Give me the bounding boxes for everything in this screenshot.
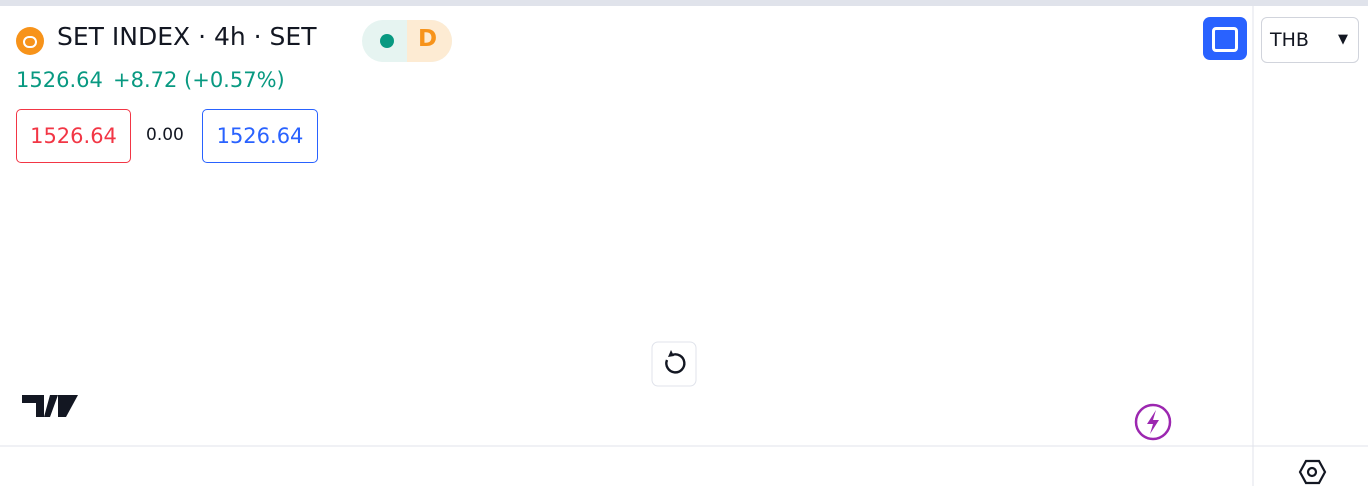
settings-icon[interactable] [1298, 459, 1327, 485]
currency-label: THB [1270, 29, 1309, 51]
reset-button[interactable] [651, 341, 697, 387]
spread: 0.00 [146, 125, 184, 145]
badge-label: D [418, 26, 438, 52]
top-bar [0, 0, 1368, 6]
tv-logo [22, 395, 78, 417]
symbol-logo [16, 27, 44, 55]
snapshot-button[interactable] [1203, 17, 1247, 60]
last-price: 1526.64 [16, 68, 103, 92]
symbol-title: SET INDEX · 4h · SET [57, 22, 317, 51]
buy-button[interactable]: 1526.64 [202, 109, 318, 163]
price-change: +8.72 (+0.57%) [113, 68, 285, 92]
sell-button[interactable]: 1526.64 [16, 109, 131, 163]
currency-select[interactable]: THB ▼ [1261, 17, 1359, 63]
bolt-icon[interactable] [1134, 403, 1172, 441]
status-badge[interactable]: D [362, 20, 452, 62]
